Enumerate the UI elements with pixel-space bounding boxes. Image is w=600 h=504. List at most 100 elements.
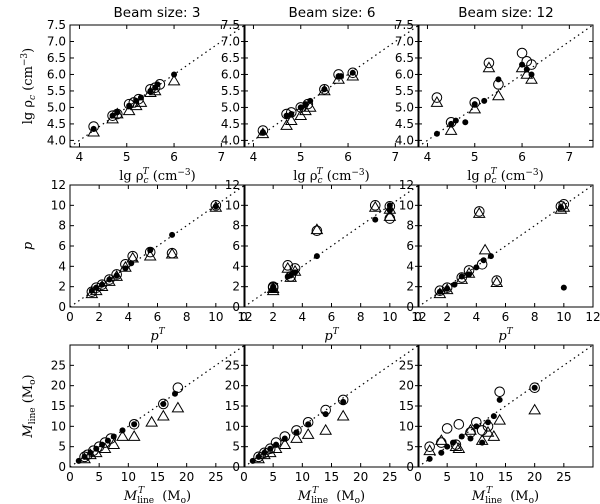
point-open-circle — [482, 421, 494, 432]
point-filled — [433, 130, 440, 137]
x-tick-label: 8 — [357, 310, 365, 324]
y-tick-label: 6.5 — [395, 51, 414, 65]
point-open-triangle — [110, 107, 124, 119]
point-open-triangle — [209, 200, 223, 212]
point-open-triangle — [336, 409, 350, 421]
y-tick-label: 20 — [225, 379, 240, 393]
y-tick-label: 15 — [399, 399, 414, 413]
point-filled — [283, 112, 290, 119]
y-tick-label: 4.0 — [221, 133, 240, 147]
point-open-circle — [337, 394, 349, 406]
x-tick-label: 4 — [125, 310, 133, 324]
x-tick-label: 8 — [531, 310, 539, 324]
point-open-triangle — [89, 446, 103, 458]
panel-density-1: 4 5 6 7 4.0 4.5 5.0 5.5 6.0 6.5 7.0 7.5 lg ρcT (cm−3… — [221, 18, 420, 186]
point-open-circle — [289, 263, 301, 274]
point-open-triangle — [383, 210, 397, 221]
y-tick-label: 12 — [225, 178, 240, 192]
panel-density-2: 4 5 6 7 4.0 4.5 5.0 5.5 6.0 6.5 7.0 7.5 lg ρcT (cm−3… — [395, 18, 594, 186]
y-tick-label: 5.0 — [47, 100, 66, 114]
point-open-triangle — [528, 403, 542, 415]
y-tick-label: 10 — [51, 419, 66, 433]
y-tick-label: 12 — [399, 178, 414, 192]
point-open-triangle — [119, 260, 132, 272]
y-tick-label: 6.0 — [221, 67, 240, 81]
y-axis-label: p — [21, 241, 36, 250]
point-open-triangle — [263, 446, 277, 458]
point-open-triangle — [449, 440, 463, 452]
y-tick-label: 6.0 — [47, 67, 66, 81]
point-filled — [131, 421, 138, 428]
point-open-triangle — [167, 74, 181, 86]
x-tick-label: 5 — [471, 150, 479, 164]
y-tick-label: 7.0 — [395, 34, 414, 48]
point-open-triangle — [85, 287, 99, 299]
point-open-triangle — [319, 423, 333, 435]
y-tick-label: 8 — [58, 219, 66, 233]
point-open-circle — [88, 121, 99, 132]
x-tick-label: 6 — [170, 150, 178, 164]
point-filled — [560, 284, 567, 291]
point-open-triangle — [525, 72, 538, 84]
point-filled — [302, 101, 309, 108]
point-open-triangle — [515, 61, 529, 73]
y-tick-label: 25 — [399, 358, 414, 372]
point-open-circle — [369, 200, 381, 211]
point-open-triangle — [269, 442, 283, 454]
x-axis-label: pT — [150, 327, 165, 344]
point-open-triangle — [127, 430, 141, 441]
y-tick-label: 5.0 — [221, 100, 240, 114]
point-open-triangle — [144, 86, 157, 97]
y-tick-label: 5.5 — [47, 84, 66, 98]
y-tick-label: 5.0 — [395, 100, 414, 114]
y-tick-label: 6.0 — [395, 67, 414, 81]
axes-frame — [417, 184, 594, 308]
x-axis-label: MlineT (Mo) — [297, 486, 365, 504]
y-tick-label: 2 — [58, 280, 66, 294]
y-tick-label: 25 — [51, 358, 66, 372]
point-filled — [490, 413, 497, 420]
x-tick-label: 2 — [443, 310, 451, 324]
point-open-circle — [210, 200, 222, 211]
point-open-circle — [111, 269, 122, 280]
x-axis-label: MlineT (Mo) — [471, 486, 539, 504]
axes-frame — [417, 24, 594, 148]
point-open-triangle — [171, 401, 185, 413]
point-open-circle — [253, 451, 264, 463]
point-filled — [426, 455, 433, 462]
x-tick-label: 12 — [411, 310, 426, 324]
point-open-circle — [104, 274, 115, 285]
point-open-circle — [445, 116, 457, 128]
point-open-triangle — [318, 84, 331, 96]
x-axis-label: pT — [324, 327, 339, 344]
point-open-circle — [158, 398, 169, 410]
y-tick-label: 6 — [58, 239, 66, 253]
point-filled — [531, 384, 538, 391]
point-filled — [340, 398, 347, 405]
point-open-circle — [333, 69, 344, 80]
point-open-triangle — [475, 434, 489, 445]
point-filled — [481, 97, 488, 104]
point-open-circle — [279, 431, 291, 442]
x-tick-label: 25 — [382, 470, 397, 484]
y-tick-label: 7.5 — [221, 18, 240, 32]
point-open-circle — [494, 386, 505, 398]
x-axis-label: MlineT (Mo) — [123, 486, 191, 504]
point-open-triangle — [281, 261, 295, 273]
column-titles: Beam size: 3 Beam size: 6 Beam size: 12 — [114, 5, 554, 21]
y-tick-label: 20 — [399, 379, 414, 393]
x-axis-label: lg ρcT (cm−3) — [293, 167, 370, 186]
point-filled — [169, 231, 176, 238]
y-tick-label: 0 — [58, 460, 66, 474]
x-tick-label: 4 — [424, 150, 432, 164]
point-open-triangle — [455, 273, 469, 284]
x-tick-label: 6 — [502, 310, 510, 324]
point-open-triangle — [557, 200, 571, 212]
point-open-circle — [154, 79, 166, 90]
point-open-triangle — [134, 96, 148, 107]
y-tick-label: 10 — [399, 198, 414, 212]
y-tick-label: 5 — [232, 440, 240, 454]
point-filled — [496, 396, 503, 403]
